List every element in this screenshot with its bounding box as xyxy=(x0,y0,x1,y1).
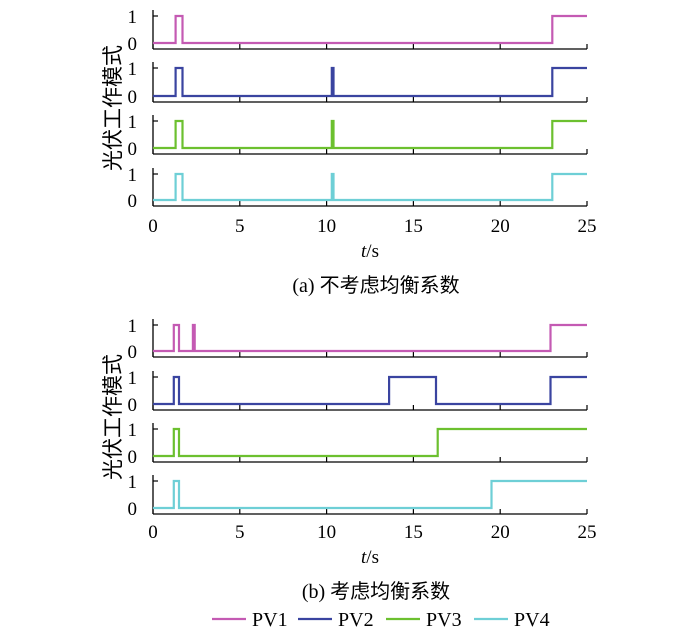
chart-caption: (b) 考虑均衡系数 xyxy=(302,580,450,603)
y-axis-label: 光伏工作模式 xyxy=(101,354,125,480)
panel-pv2: 01 xyxy=(128,59,588,108)
y-tick-label: 1 xyxy=(128,165,138,186)
panel-pv4: 01 xyxy=(128,165,588,212)
x-axis-label: t/s xyxy=(361,547,379,568)
legend-item-pv1: PV1 xyxy=(212,609,288,631)
series-line-pv3 xyxy=(153,427,587,458)
y-tick-label: 1 xyxy=(128,368,138,389)
panel-pv3: 01 xyxy=(128,112,588,160)
x-tick-label: 15 xyxy=(404,522,423,543)
chart-caption: (a) 不考虑均衡系数 xyxy=(292,274,459,297)
legend-item-pv4: PV4 xyxy=(474,609,550,631)
x-axis-label: t/s xyxy=(361,241,379,262)
y-tick-label: 1 xyxy=(128,316,138,337)
panel-pv4: 01 xyxy=(128,472,588,520)
legend-label: PV1 xyxy=(252,609,288,631)
legend-item-pv2: PV2 xyxy=(298,609,374,631)
x-tick-label: 25 xyxy=(578,522,597,543)
x-tick-label: 25 xyxy=(578,216,597,237)
series-line-pv2 xyxy=(153,66,587,98)
series-line-pv1 xyxy=(153,14,587,45)
x-tick-label: 20 xyxy=(491,522,510,543)
legend-label: PV4 xyxy=(514,609,550,631)
legend-item-pv3: PV3 xyxy=(386,609,462,631)
y-tick-label: 1 xyxy=(128,420,138,441)
panel-pv1: 01 xyxy=(128,7,588,55)
panel-pv1: 01 xyxy=(128,316,588,363)
y-tick-label: 1 xyxy=(128,7,138,28)
x-tick-label: 10 xyxy=(317,216,336,237)
y-tick-label: 1 xyxy=(128,59,138,80)
x-tick-label: 10 xyxy=(317,522,336,543)
series-line-pv4 xyxy=(153,479,587,510)
x-tick-label: 5 xyxy=(235,522,245,543)
y-tick-label: 0 xyxy=(128,395,138,416)
series-line-pv1 xyxy=(153,323,587,353)
y-tick-label: 0 xyxy=(128,447,138,468)
x-tick-label: 0 xyxy=(148,522,158,543)
legend-label: PV2 xyxy=(338,609,374,631)
y-axis-label: 光伏工作模式 xyxy=(101,45,125,171)
y-tick-label: 1 xyxy=(128,112,138,133)
y-tick-label: 0 xyxy=(128,499,138,520)
series-line-pv3 xyxy=(153,119,587,150)
legend-label: PV3 xyxy=(426,609,462,631)
x-tick-label: 15 xyxy=(404,216,423,237)
y-tick-label: 0 xyxy=(128,87,138,108)
y-tick-label: 0 xyxy=(128,34,138,55)
legend: PV1 PV2 PV3 PV4 xyxy=(212,609,550,631)
x-tick-label: 5 xyxy=(235,216,245,237)
y-tick-label: 0 xyxy=(128,191,138,212)
y-tick-label: 0 xyxy=(128,139,138,160)
x-tick-label: 20 xyxy=(491,216,510,237)
series-line-pv2 xyxy=(153,375,587,406)
panel-pv2: 01 xyxy=(128,368,588,416)
series-line-pv4 xyxy=(153,172,587,202)
y-tick-label: 0 xyxy=(128,342,138,363)
x-tick-label: 0 xyxy=(148,216,158,237)
y-tick-label: 1 xyxy=(128,472,138,493)
panel-pv3: 01 xyxy=(128,420,588,468)
